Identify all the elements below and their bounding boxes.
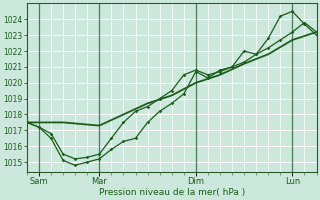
X-axis label: Pression niveau de la mer( hPa ): Pression niveau de la mer( hPa ) — [99, 188, 245, 197]
